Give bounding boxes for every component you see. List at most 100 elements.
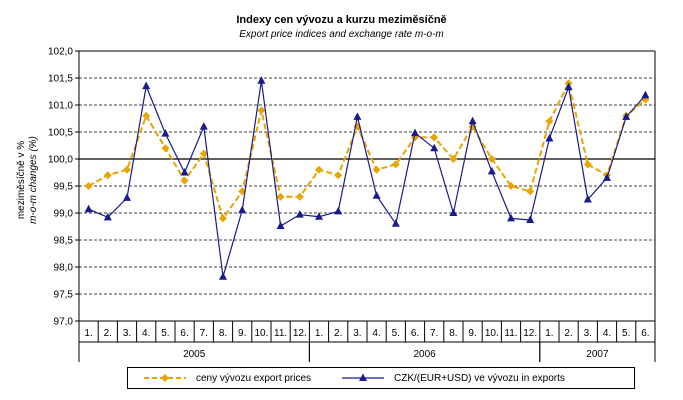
x-tick-label: 6. [411, 328, 419, 339]
data-point-export-prices [430, 133, 439, 142]
data-point-export-prices [391, 160, 400, 169]
year-label: 2005 [183, 349, 206, 360]
data-point-exchange-rate [334, 206, 343, 215]
data-point-exchange-rate [142, 81, 151, 90]
data-point-exchange-rate [372, 191, 381, 199]
data-point-exchange-rate [526, 215, 535, 224]
y-axis-label-line2: m-o-m changes (%) [28, 136, 39, 224]
y-tick-label: 100,0 [48, 155, 73, 166]
data-point-exchange-rate [545, 133, 554, 142]
x-tick-label: 1. [545, 328, 553, 339]
data-point-export-prices [276, 192, 285, 201]
year-label: 2007 [586, 349, 609, 360]
x-tick-label: 11. [504, 328, 517, 339]
data-point-exchange-rate [487, 166, 496, 175]
data-point-exchange-rate [641, 90, 650, 99]
data-point-exchange-rate [353, 112, 362, 120]
data-point-exchange-rate [84, 204, 93, 213]
data-point-export-prices [315, 165, 323, 174]
data-point-export-prices [295, 192, 304, 201]
legend-item-export-prices: ceny vývozu export prices [142, 368, 311, 388]
data-point-exchange-rate [276, 221, 285, 229]
y-tick-label: 98,0 [54, 263, 74, 274]
data-point-export-prices [84, 182, 93, 190]
y-tick-label: 97,0 [54, 317, 74, 328]
year-label: 2006 [413, 349, 436, 360]
legend-marker-diamond [144, 374, 186, 382]
data-point-export-prices [545, 117, 554, 126]
data-point-exchange-rate [468, 116, 477, 125]
legend: ceny vývozu export prices CZK/(EUR+USD) … [127, 367, 635, 389]
legend-item-exchange-rate: CZK/(EUR+USD) ve vývozu in exports [340, 368, 565, 388]
x-tick-label: 6. [180, 328, 188, 339]
legend-label-export-prices: ceny vývozu export prices [196, 372, 312, 384]
x-tick-label: 7. [200, 328, 208, 339]
data-point-exchange-rate [180, 168, 189, 176]
data-point-export-prices [583, 160, 592, 169]
data-point-export-prices [507, 182, 515, 190]
data-point-export-prices [257, 106, 266, 115]
data-point-export-prices [180, 176, 189, 185]
data-point-exchange-rate [103, 212, 112, 221]
data-point-exchange-rate [603, 173, 611, 181]
data-point-export-prices [372, 165, 381, 174]
legend-label-exchange-rate: CZK/(EUR+USD) ve vývozu in exports [394, 372, 565, 384]
data-point-exchange-rate [564, 82, 573, 91]
y-axis-label: meziměsíčně v % m-o-m changes (%) [6, 100, 46, 260]
series-line-exchange-rate [88, 80, 646, 277]
data-point-exchange-rate [123, 193, 131, 201]
data-point-exchange-rate [238, 205, 247, 214]
y-tick-label: 99,5 [54, 182, 74, 193]
x-tick-label: 9. [238, 328, 246, 339]
x-tick-label: 3. [353, 328, 361, 339]
x-tick-label: 4. [142, 328, 150, 339]
data-point-exchange-rate [295, 210, 304, 218]
y-tick-label: 101,0 [48, 101, 73, 112]
x-tick-label: 3. [584, 328, 592, 339]
data-point-exchange-rate [219, 272, 227, 280]
y-axis-label-line1: meziměsíčně v % [16, 141, 27, 219]
data-point-export-prices [103, 171, 112, 180]
y-tick-label: 98,5 [54, 236, 74, 247]
data-point-exchange-rate [199, 122, 208, 130]
data-point-export-prices [334, 171, 343, 180]
x-tick-label: 2. [334, 328, 342, 339]
y-tick-label: 100,5 [48, 128, 73, 139]
chart-title: Indexy cen vývozu a kurzu meziměsíčně [236, 14, 447, 26]
data-point-exchange-rate [622, 112, 631, 120]
data-point-exchange-rate [391, 219, 400, 227]
x-tick-label: 1. [315, 328, 323, 339]
y-tick-label: 99,0 [54, 209, 74, 220]
data-point-exchange-rate [257, 76, 266, 84]
data-point-export-prices [526, 187, 535, 196]
data-point-exchange-rate [411, 128, 419, 137]
data-point-export-prices [449, 155, 458, 163]
x-tick-label: 4. [603, 328, 611, 339]
x-tick-label: 2. [104, 328, 112, 339]
data-point-export-prices [487, 155, 496, 163]
x-tick-label: 9. [468, 328, 476, 339]
data-point-export-prices [219, 214, 227, 223]
data-point-export-prices [142, 111, 151, 120]
x-tick-label: 5. [161, 328, 169, 339]
data-point-exchange-rate [161, 129, 170, 137]
data-point-export-prices [199, 149, 208, 158]
x-tick-label: 4. [372, 328, 380, 339]
x-tick-label: 8. [219, 328, 227, 339]
x-tick-label: 6. [641, 328, 649, 339]
x-tick-label: 12. [293, 328, 307, 339]
legend-marker-triangle [342, 373, 384, 381]
x-tick-label: 11. [274, 328, 287, 339]
data-point-exchange-rate [507, 213, 515, 222]
x-tick-label: 5. [392, 328, 400, 339]
x-tick-label: 10. [485, 328, 499, 339]
data-point-export-prices [123, 165, 131, 174]
x-tick-label: 3. [123, 328, 131, 339]
x-tick-label: 2. [564, 328, 572, 339]
data-point-export-prices [161, 144, 170, 153]
data-point-exchange-rate [315, 212, 323, 220]
x-tick-label: 7. [430, 328, 438, 339]
x-tick-label: 8. [449, 328, 457, 339]
y-tick-label: 97,5 [54, 290, 74, 301]
